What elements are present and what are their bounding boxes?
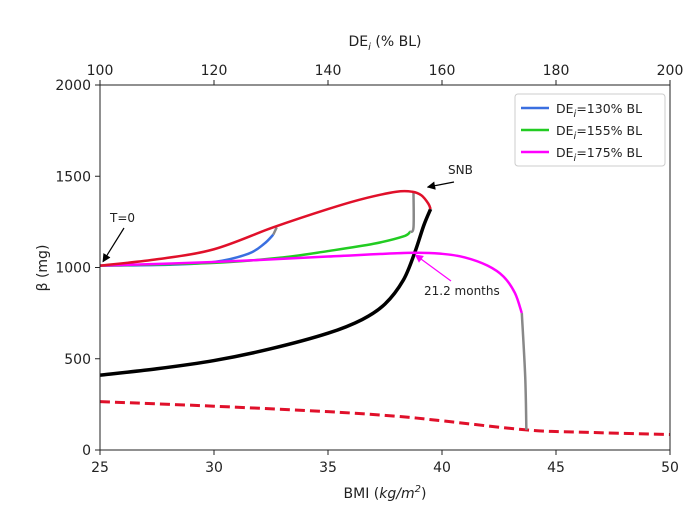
top-x-tick-label: 100 bbox=[87, 63, 114, 79]
x-axis-label: BMI (kg/m2) bbox=[344, 484, 427, 502]
annotation-21-2-months-arrow bbox=[414, 254, 452, 282]
x-tick-label: 30 bbox=[205, 460, 223, 476]
top-x-tick-label: 180 bbox=[543, 63, 570, 79]
top-x-tick-label: 200 bbox=[657, 63, 684, 79]
x-tick-label: 25 bbox=[91, 460, 109, 476]
legend-label: DEi=175% BL bbox=[556, 145, 642, 164]
annotation-21-2-months: 21.2 months bbox=[424, 284, 500, 298]
annotation-t0-arrow bbox=[102, 227, 125, 263]
plot-lines bbox=[100, 189, 670, 436]
legend-box bbox=[514, 93, 666, 167]
top-x-tick-label: 140 bbox=[315, 63, 342, 79]
series-line-lower-branch bbox=[100, 400, 670, 436]
x-tick-label: 45 bbox=[547, 460, 565, 476]
series-line-transition-155 bbox=[409, 192, 416, 234]
x-tick-label: 50 bbox=[661, 460, 679, 476]
top-x-tick-label: 160 bbox=[429, 63, 456, 79]
x-tick-label: 40 bbox=[433, 460, 451, 476]
series-line-dei-175-bl bbox=[100, 251, 523, 314]
y-tick-label: 500 bbox=[64, 352, 91, 368]
series-line-unstable-upper-branch bbox=[100, 189, 432, 267]
top-x-tick-label: 120 bbox=[201, 63, 228, 79]
y-axis-label: β (mg) bbox=[35, 245, 51, 292]
annotation-snb: SNB bbox=[448, 163, 473, 177]
legend-label: DEi=130% BL bbox=[556, 101, 642, 120]
legend-label: DEi=155% BL bbox=[556, 123, 642, 142]
series-line-transition-175 bbox=[520, 313, 528, 430]
y-tick-label: 2000 bbox=[55, 78, 91, 94]
legend bbox=[514, 93, 666, 167]
y-tick-label: 0 bbox=[82, 443, 91, 459]
top-x-axis-label: DEi (% BL) bbox=[349, 34, 422, 53]
y-tick-label: 1000 bbox=[55, 261, 91, 277]
annotation-snb-arrow bbox=[426, 181, 455, 190]
x-tick-label: 35 bbox=[319, 460, 337, 476]
series-line-transition-130 bbox=[272, 226, 278, 236]
y-tick-label: 1500 bbox=[55, 169, 91, 185]
series-line-stable-branch bbox=[100, 208, 433, 377]
annotation-t0: T=0 bbox=[109, 211, 135, 225]
